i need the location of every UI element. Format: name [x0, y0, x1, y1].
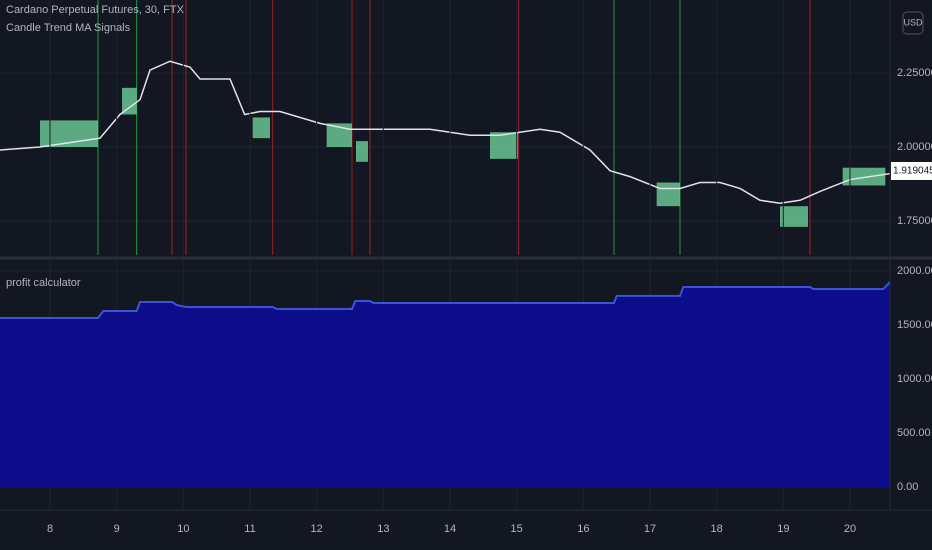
y-tick-label: 500.00 [897, 427, 931, 439]
signal-zone [122, 87, 137, 115]
currency-label[interactable]: USD [903, 17, 923, 27]
currency-button[interactable] [902, 11, 924, 35]
x-tick-label: 19 [777, 523, 789, 535]
profit-area [0, 281, 890, 488]
x-tick-label: 14 [444, 523, 456, 535]
y-tick-label: 1000.00 [897, 373, 932, 385]
indicator-title: profit calculator [6, 277, 81, 289]
x-tick-label: 12 [311, 523, 323, 535]
x-tick-label: 18 [711, 523, 723, 535]
plot-layer [0, 0, 891, 508]
last-price-box [891, 161, 932, 180]
y-tick-label: 2.250000 [897, 67, 932, 79]
x-tick-label: 9 [114, 523, 120, 535]
signal-zone [780, 206, 808, 227]
x-tick-label: 13 [377, 523, 389, 535]
y-tick-label: 0.00 [897, 481, 918, 493]
x-tick-label: 8 [47, 523, 53, 535]
last-price-label: 1.919045 [893, 166, 932, 177]
y-tick-label: 1500.00 [897, 319, 932, 331]
profit-line [0, 281, 891, 319]
x-tick-label: 20 [844, 523, 856, 535]
x-tick-label: 10 [177, 523, 189, 535]
signal-zone [252, 117, 270, 139]
signal-zone [326, 123, 352, 148]
signal-zone [490, 132, 518, 159]
signal-zone [656, 182, 680, 207]
y-tick-label: 2.000000 [897, 141, 932, 153]
y-tick-label: 1.750000 [897, 215, 932, 227]
x-tick-label: 15 [511, 523, 523, 535]
signal-zone [356, 141, 368, 162]
signal-zone [842, 167, 886, 186]
x-tick-label: 17 [644, 523, 656, 535]
indicator-title: Candle Trend MA Signals [6, 22, 131, 34]
x-tick-label: 16 [577, 523, 589, 535]
x-tick-label: 11 [244, 523, 255, 535]
y-tick-label: 2000.00 [897, 265, 932, 277]
chart-title: Cardano Perpetual Futures, 30, FTX [6, 4, 185, 16]
